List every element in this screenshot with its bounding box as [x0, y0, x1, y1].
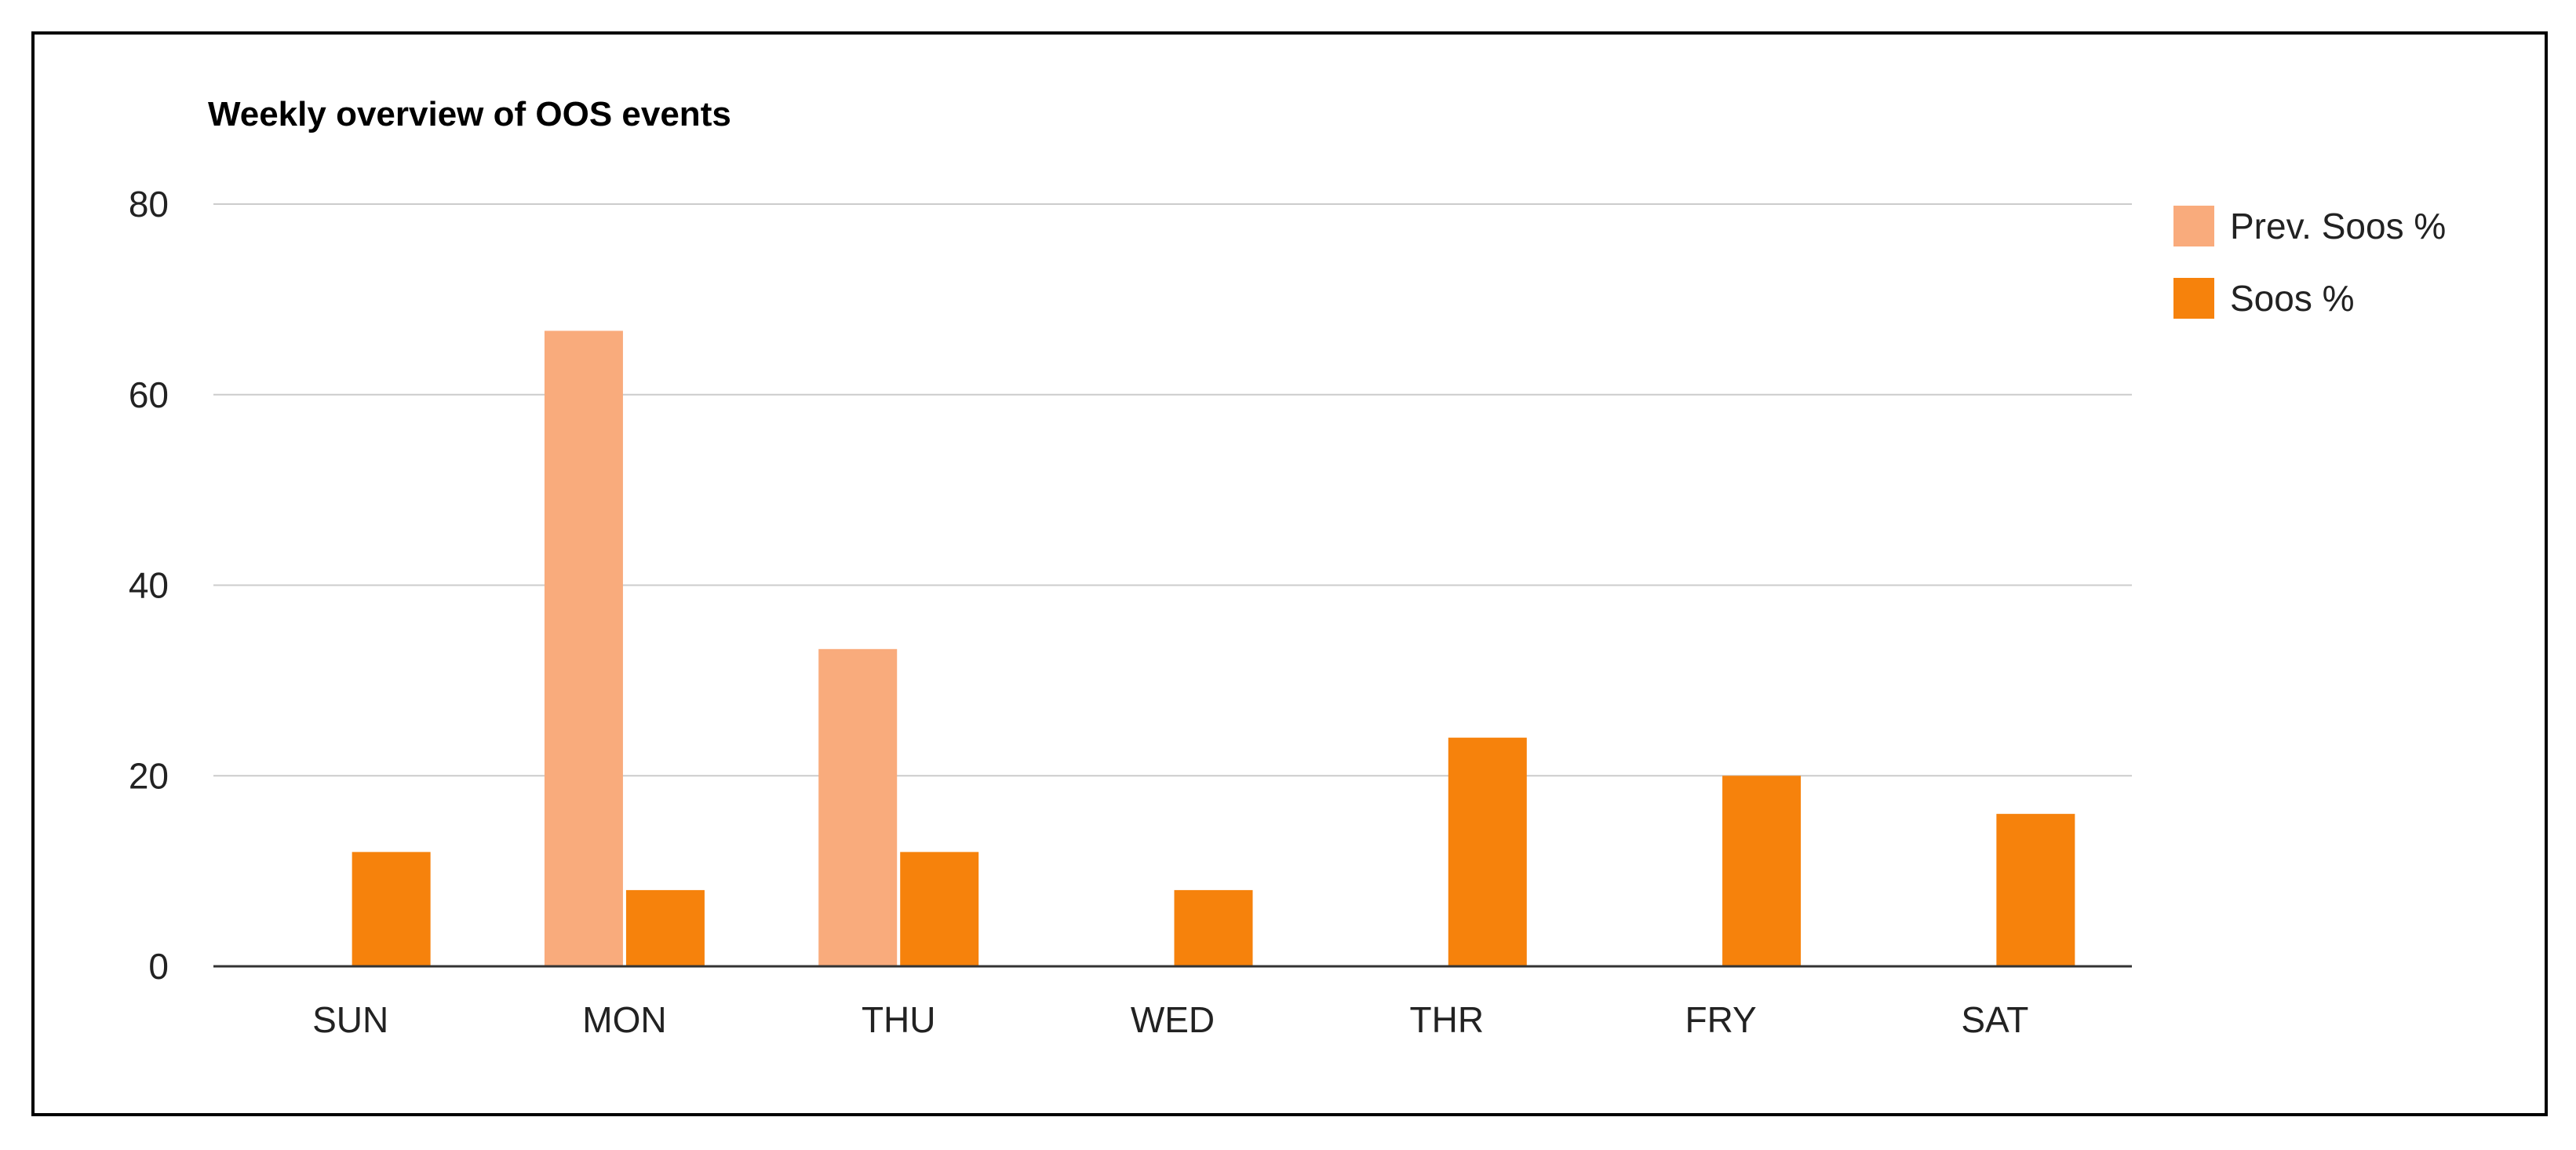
- x-axis-ticks: SUN MON THU WED THR FRY SAT: [312, 999, 2028, 1040]
- x-tick-label: FRY: [1685, 999, 1756, 1040]
- legend-label: Soos %: [2230, 278, 2355, 319]
- bar-soos-wed: [1174, 889, 1253, 966]
- x-tick-label: THR: [1410, 999, 1485, 1040]
- legend-swatch: [2173, 278, 2214, 319]
- y-tick-label: 80: [129, 184, 169, 225]
- y-tick-label: 40: [129, 565, 169, 606]
- y-axis-ticks: 0 20 40 60 80: [129, 184, 169, 987]
- bar-soos-thr: [1448, 737, 1527, 966]
- gridlines: [213, 203, 2132, 777]
- bar-soos-fry: [1722, 776, 1802, 966]
- bar-soos-thu: [900, 852, 979, 966]
- x-tick-label: SUN: [312, 999, 388, 1040]
- bar-prev-soos-thu: [818, 648, 898, 966]
- bar-soos-mon: [625, 889, 705, 966]
- bars: [352, 330, 2075, 967]
- y-tick-label: 20: [129, 755, 169, 796]
- chart-title: Weekly overview of OOS events: [208, 95, 731, 133]
- y-tick-label: 60: [129, 374, 169, 415]
- x-tick-label: WED: [1131, 999, 1215, 1040]
- legend: Prev. Soos % Soos %: [2173, 206, 2446, 319]
- bar-soos-sat: [1996, 813, 2075, 966]
- y-tick-label: 0: [148, 946, 169, 987]
- x-tick-label: MON: [582, 999, 666, 1040]
- bar-soos-sun: [352, 852, 431, 966]
- chart-frame: [31, 31, 2548, 1116]
- legend-swatch: [2173, 206, 2214, 246]
- x-tick-label: SAT: [1961, 999, 2028, 1040]
- x-tick-label: THU: [862, 999, 936, 1040]
- legend-label: Prev. Soos %: [2230, 206, 2446, 246]
- bar-prev-soos-mon: [544, 330, 623, 967]
